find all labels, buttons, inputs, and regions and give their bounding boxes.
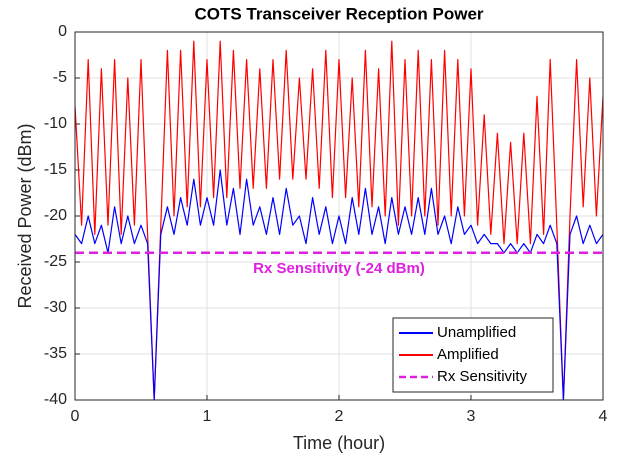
x-axis-label: Time (hour) <box>293 433 385 453</box>
legend-label: Amplified <box>437 346 499 363</box>
x-tick-label: 3 <box>467 408 476 425</box>
y-tick-label: -20 <box>44 207 67 224</box>
x-tick-label: 2 <box>335 408 344 425</box>
y-tick-label: -10 <box>44 115 67 132</box>
y-tick-label: -40 <box>44 391 67 408</box>
chart-title: COTS Transceiver Reception Power <box>194 4 483 23</box>
x-tick-label: 0 <box>71 408 80 425</box>
legend-label: Rx Sensitivity <box>437 368 528 385</box>
x-tick-label: 4 <box>599 408 608 425</box>
y-tick-label: -5 <box>53 69 67 86</box>
x-tick-label: 1 <box>203 408 212 425</box>
y-tick-label: -25 <box>44 253 67 270</box>
lines <box>75 40 603 400</box>
threshold-label: Rx Sensitivity (-24 dBm) <box>253 260 425 277</box>
y-tick-label: -35 <box>44 345 67 362</box>
data-line <box>75 40 603 400</box>
legend: Unamplified Amplified Rx Sensitivity <box>392 317 554 393</box>
axes-box <box>74 31 604 401</box>
data-line <box>75 169 603 400</box>
y-axis-label: Received Power (dBm) <box>15 123 35 308</box>
y-tick-label: -30 <box>44 299 67 316</box>
y-tick-label: 0 <box>58 23 67 40</box>
y-tick-label: -15 <box>44 161 67 178</box>
legend-label: Unamplified <box>437 324 516 341</box>
